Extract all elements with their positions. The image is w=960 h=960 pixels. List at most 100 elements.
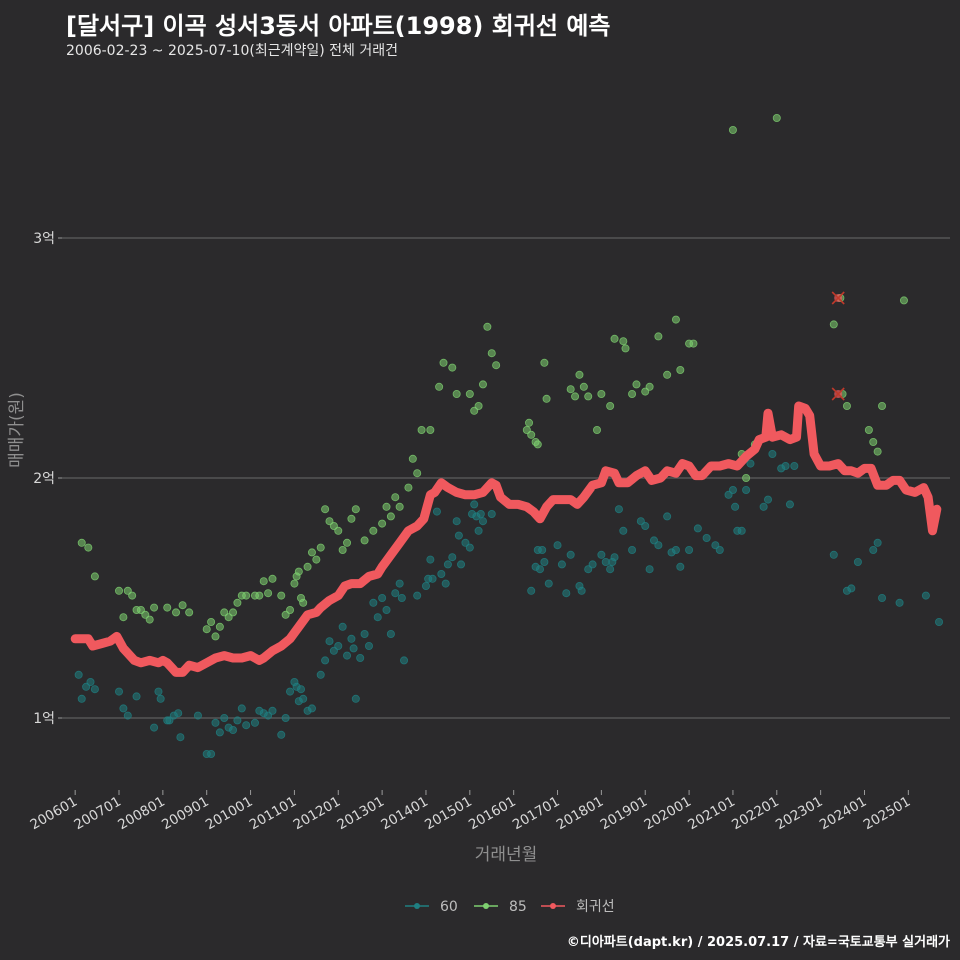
legend-item-s60: 60 xyxy=(405,899,458,915)
s85-point xyxy=(259,577,268,586)
s60-point xyxy=(454,531,463,540)
legend-label: 회귀선 xyxy=(576,899,615,915)
s85-point xyxy=(242,591,251,600)
s60-point xyxy=(428,574,437,583)
s60-point xyxy=(207,750,216,759)
s85-point xyxy=(579,382,588,391)
s60-point xyxy=(869,546,878,555)
s60-point xyxy=(474,526,483,535)
s85-point xyxy=(492,361,501,370)
x-tick-label: 200801 xyxy=(115,794,168,834)
s85-point xyxy=(575,370,584,379)
x-tick-label: 202101 xyxy=(685,794,738,834)
legend-item-s85: 85 xyxy=(474,899,527,915)
s60-point xyxy=(119,704,128,713)
x-tick-label: 202501 xyxy=(861,794,914,834)
s60-point xyxy=(386,630,395,639)
s60-point xyxy=(115,687,124,696)
y-axis-title: 매매가(원) xyxy=(7,392,27,468)
x-tick-label: 201901 xyxy=(598,794,651,834)
s60-point xyxy=(281,714,290,723)
s85-point xyxy=(413,469,422,478)
s60-point xyxy=(781,461,790,470)
s85-point xyxy=(632,380,641,389)
s85-point xyxy=(202,625,211,634)
s60-point xyxy=(296,685,305,694)
s60-point xyxy=(759,502,768,511)
s60-point xyxy=(452,517,461,526)
s60-point xyxy=(478,517,487,526)
s85-point xyxy=(621,344,630,353)
s60-point xyxy=(715,546,724,555)
s85-point xyxy=(307,548,316,557)
s85-point xyxy=(77,538,86,547)
s60-point xyxy=(628,546,637,555)
s85-point xyxy=(869,437,878,446)
s85-point xyxy=(899,296,908,305)
s60-point xyxy=(437,570,446,579)
x-tick-label: 201101 xyxy=(247,794,300,834)
s85-point xyxy=(303,562,312,571)
s85-point xyxy=(90,572,99,581)
s60-point xyxy=(829,550,838,559)
s60-point xyxy=(132,692,141,701)
s85-point xyxy=(84,543,93,552)
s60-point xyxy=(470,500,479,509)
s60-point xyxy=(544,579,553,588)
s60-point xyxy=(441,579,450,588)
s60-point xyxy=(277,730,286,739)
s60-point xyxy=(426,555,435,564)
s60-point xyxy=(382,606,391,615)
s60-point xyxy=(601,558,610,567)
y-tick-label: 3억 xyxy=(33,231,55,247)
s60-point xyxy=(685,546,694,555)
s85-point xyxy=(264,589,273,598)
s60-point xyxy=(154,687,163,696)
x-tick-label: 201801 xyxy=(554,794,607,834)
s85-point xyxy=(229,608,238,617)
s85-point xyxy=(542,394,551,403)
s60-point xyxy=(676,562,685,571)
s60-point xyxy=(895,598,904,607)
anomaly-marker xyxy=(831,291,845,305)
s85-point xyxy=(290,579,299,588)
s60-point xyxy=(746,459,755,468)
s60-point xyxy=(465,543,474,552)
s85-point xyxy=(842,401,851,410)
s85-point xyxy=(185,608,194,617)
legend-swatch-dot xyxy=(550,903,556,909)
s60-point xyxy=(847,584,856,593)
s60-point xyxy=(764,495,773,504)
s60-point xyxy=(553,541,562,550)
s60-point xyxy=(737,526,746,535)
s85-point xyxy=(277,591,286,600)
legend: 60 85 회귀선 xyxy=(405,899,615,915)
x-tick-label: 201501 xyxy=(422,794,475,834)
s60-point xyxy=(299,694,308,703)
s85-point xyxy=(211,632,220,641)
s85-point xyxy=(610,334,619,343)
s60-point xyxy=(606,565,615,574)
s60-point xyxy=(360,630,369,639)
s60-point xyxy=(321,656,330,665)
s60-point xyxy=(562,589,571,598)
s60-point xyxy=(150,723,159,732)
s60-point xyxy=(400,656,409,665)
s60-point xyxy=(347,634,356,643)
s60-point xyxy=(316,670,325,679)
s85-point xyxy=(294,567,303,576)
s60-point xyxy=(123,711,132,720)
s85-point xyxy=(566,385,575,394)
s85-point xyxy=(439,358,448,367)
s60-point xyxy=(373,613,382,622)
s85-point xyxy=(382,502,391,511)
s60-point xyxy=(557,560,566,569)
s60-point xyxy=(215,728,224,737)
s60-point xyxy=(325,637,334,646)
s85-point xyxy=(478,380,487,389)
s60-point xyxy=(378,594,387,603)
s60-point xyxy=(174,709,183,718)
s60-point xyxy=(356,654,365,663)
s60-point xyxy=(921,591,930,600)
s60-point xyxy=(369,598,378,607)
